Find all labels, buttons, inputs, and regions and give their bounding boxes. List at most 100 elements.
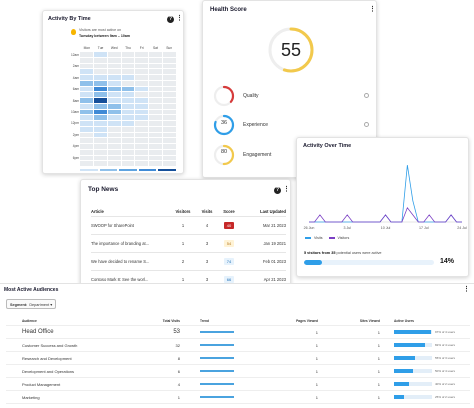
heatmap-cell[interactable]: [135, 161, 149, 166]
table-row[interactable]: Head Office 53 1 1 97% of 4 users: [6, 326, 470, 339]
heatmap-cell[interactable]: [149, 161, 163, 166]
heatmap-cell[interactable]: [135, 126, 149, 132]
heatmap-cell[interactable]: [80, 121, 93, 126]
heatmap-cell[interactable]: [163, 138, 176, 143]
audience-name[interactable]: Research and Development: [22, 355, 72, 361]
heatmap-cell[interactable]: [135, 98, 149, 103]
column-header[interactable]: Active Users: [394, 319, 414, 323]
heatmap-cell[interactable]: [135, 75, 149, 80]
heatmap-cell[interactable]: [149, 115, 163, 120]
heatmap-cell[interactable]: [163, 69, 176, 74]
heatmap-cell[interactable]: [121, 52, 135, 57]
heatmap-cell[interactable]: [107, 132, 121, 138]
heatmap-cell[interactable]: [135, 121, 149, 126]
heatmap-cell[interactable]: [93, 80, 107, 86]
heatmap-cell[interactable]: [163, 75, 176, 80]
heatmap-cell[interactable]: [121, 138, 135, 143]
heatmap-cell[interactable]: [135, 80, 149, 86]
more-icon[interactable]: ⋮: [176, 15, 183, 22]
heatmap-cell[interactable]: [149, 75, 163, 80]
heatmap-cell[interactable]: [80, 109, 93, 115]
heatmap-cell[interactable]: [93, 149, 107, 155]
heatmap-cell[interactable]: [107, 115, 121, 120]
info-icon[interactable]: [364, 122, 369, 127]
column-header[interactable]: Pages Viewed: [296, 319, 318, 323]
heatmap-cell[interactable]: [121, 155, 135, 161]
heatmap-cell[interactable]: [163, 92, 176, 97]
heatmap-cell[interactable]: [107, 103, 121, 109]
heatmap-cell[interactable]: [80, 69, 93, 74]
heatmap-cell[interactable]: [93, 98, 107, 103]
heatmap-cell[interactable]: [93, 121, 107, 126]
heatmap-cell[interactable]: [149, 109, 163, 115]
heatmap-cell[interactable]: [163, 80, 176, 86]
segment-dropdown[interactable]: Segment: Department ▾: [6, 299, 57, 309]
heatmap-cell[interactable]: [93, 109, 107, 115]
audience-name[interactable]: Customer Success and Growth: [22, 342, 78, 348]
heatmap-cell[interactable]: [149, 126, 163, 132]
heatmap-cell[interactable]: [135, 144, 149, 149]
heatmap-cell[interactable]: [149, 138, 163, 143]
column-header[interactable]: Visitors: [175, 209, 191, 214]
heatmap-cell[interactable]: [80, 161, 93, 166]
heatmap-cell[interactable]: [135, 63, 149, 69]
article-title[interactable]: The importance of branding at...: [91, 241, 150, 246]
heatmap-cell[interactable]: [93, 155, 107, 161]
heatmap-cell[interactable]: [80, 155, 93, 161]
heatmap-cell[interactable]: [93, 161, 107, 166]
heatmap-cell[interactable]: [149, 98, 163, 103]
heatmap-cell[interactable]: [135, 109, 149, 115]
column-header[interactable]: Sites Viewed: [359, 319, 380, 323]
heatmap-cell[interactable]: [93, 63, 107, 69]
column-header[interactable]: Article: [91, 209, 104, 214]
heatmap-cell[interactable]: [80, 63, 93, 69]
heatmap-cell[interactable]: [149, 103, 163, 109]
heatmap-cell[interactable]: [80, 149, 93, 155]
table-row[interactable]: Customer Success and Growth 32 1 1 82% of 4 …: [6, 339, 470, 352]
info-icon[interactable]: [364, 93, 369, 98]
heatmap-cell[interactable]: [135, 86, 149, 92]
heatmap-cell[interactable]: [163, 132, 176, 138]
heatmap-cell[interactable]: [149, 69, 163, 74]
more-icon[interactable]: ⋮: [369, 6, 376, 13]
heatmap-cell[interactable]: [80, 138, 93, 143]
heatmap-cell[interactable]: [80, 144, 93, 149]
heatmap-cell[interactable]: [80, 115, 93, 120]
heatmap-cell[interactable]: [121, 92, 135, 97]
heatmap-cell[interactable]: [121, 63, 135, 69]
heatmap-cell[interactable]: [107, 80, 121, 86]
audience-name[interactable]: Product Management: [22, 381, 61, 387]
heatmap-cell[interactable]: [107, 57, 121, 63]
heatmap-cell[interactable]: [93, 69, 107, 74]
heatmap-cell[interactable]: [121, 86, 135, 92]
help-icon[interactable]: ?: [167, 16, 174, 23]
more-icon[interactable]: ⋮: [463, 286, 470, 293]
heatmap-cell[interactable]: [121, 109, 135, 115]
more-icon[interactable]: ⋮: [283, 186, 290, 193]
article-title[interactable]: SWOOP for SharePoint: [91, 223, 134, 228]
column-header[interactable]: Visits: [201, 209, 213, 214]
heatmap-cell[interactable]: [107, 92, 121, 97]
heatmap-cell[interactable]: [107, 52, 121, 57]
heatmap-cell[interactable]: [80, 126, 93, 132]
audience-name[interactable]: Development and Operations: [22, 368, 75, 374]
heatmap-cell[interactable]: [163, 161, 176, 166]
heatmap-cell[interactable]: [149, 52, 163, 57]
heatmap-cell[interactable]: [107, 126, 121, 132]
heatmap-cell[interactable]: [93, 138, 107, 143]
table-row[interactable]: The importance of branding at... 1 3 54 Jan …: [91, 235, 286, 253]
heatmap-cell[interactable]: [93, 75, 107, 80]
heatmap-cell[interactable]: [80, 80, 93, 86]
heatmap-cell[interactable]: [80, 98, 93, 103]
heatmap-cell[interactable]: [80, 75, 93, 80]
heatmap-cell[interactable]: [121, 80, 135, 86]
heatmap-cell[interactable]: [121, 144, 135, 149]
heatmap-cell[interactable]: [107, 144, 121, 149]
heatmap-cell[interactable]: [163, 103, 176, 109]
heatmap-cell[interactable]: [149, 63, 163, 69]
heatmap-cell[interactable]: [121, 149, 135, 155]
heatmap-cell[interactable]: [93, 103, 107, 109]
heatmap-cell[interactable]: [135, 132, 149, 138]
heatmap-cell[interactable]: [135, 103, 149, 109]
heatmap-cell[interactable]: [80, 86, 93, 92]
